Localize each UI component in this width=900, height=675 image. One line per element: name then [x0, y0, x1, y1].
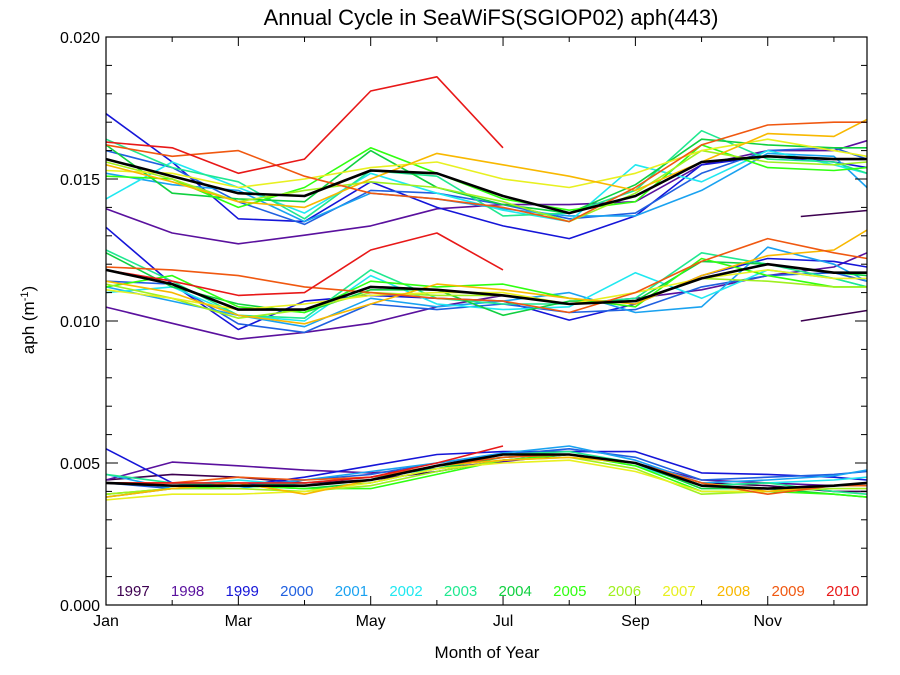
series-1997 — [105, 209, 868, 493]
series-line-2010-2 — [106, 445, 504, 484]
legend-item-2006: 2006 — [608, 583, 641, 600]
x-tick-label: Jan — [93, 613, 119, 630]
series-line-2005-1 — [105, 257, 867, 314]
y-tick-label: 0.005 — [60, 456, 100, 473]
y-tick-label: 0.015 — [60, 172, 100, 189]
legend-item-2000: 2000 — [280, 583, 313, 600]
series-line-1997-1 — [800, 309, 868, 322]
legend-item-2003: 2003 — [444, 583, 477, 600]
series-2009 — [105, 121, 868, 496]
series-layer — [105, 76, 868, 501]
series-line-2009-1 — [105, 237, 868, 314]
series-line-2010-0 — [105, 76, 504, 175]
legend-item-2001: 2001 — [335, 583, 368, 600]
x-tick-label: May — [356, 613, 386, 630]
legend-item-1997: 1997 — [116, 583, 149, 600]
series-line-2001-0 — [105, 152, 868, 223]
chart-title: Annual Cycle in SeaWiFS(SGIOP02) aph(443… — [264, 5, 719, 30]
legend-item-2008: 2008 — [717, 583, 750, 600]
series-line-2010-1 — [105, 232, 504, 297]
y-axis-label-sup: -1 — [19, 291, 31, 301]
ticks-layer: Jan Mar May Jul Sep Nov 0.000 0.005 0.010 0.015 0.… — [60, 30, 867, 630]
y-axis-label-main: aph (m — [19, 301, 38, 354]
series-line-2005-0 — [105, 144, 868, 211]
x-axis-label: Month of Year — [435, 643, 540, 662]
legend-item-2007: 2007 — [662, 583, 695, 600]
series-2010 — [105, 76, 504, 484]
y-axis-label: aph (m-1) — [19, 286, 38, 354]
x-tick-label: Mar — [225, 613, 253, 630]
y-tick-label: 0.000 — [60, 598, 100, 615]
series-line-2008-0 — [105, 118, 868, 209]
series-line-2008-1 — [105, 229, 868, 325]
y-tick-label: 0.010 — [60, 314, 100, 331]
x-tick-label: Jul — [493, 613, 513, 630]
series-line-2001-1 — [105, 246, 868, 328]
series-line-mean-0 — [105, 155, 867, 215]
series-line-2004-0 — [105, 138, 867, 214]
series-line-mean-1 — [105, 262, 867, 311]
legend-item-2009: 2009 — [772, 583, 805, 600]
legend-item-1999: 1999 — [226, 583, 259, 600]
series-line-1997-0 — [800, 209, 868, 218]
x-tick-label: Sep — [621, 613, 650, 630]
legend-item-1998: 1998 — [171, 583, 204, 600]
legend-item-2010: 2010 — [826, 583, 859, 600]
series-line-mean-2 — [105, 453, 868, 490]
y-tick-label: 0.020 — [60, 30, 100, 47]
legend-item-2002: 2002 — [389, 583, 422, 600]
series-mean — [105, 155, 868, 490]
x-tick-label: Nov — [754, 613, 782, 630]
series-line-2003-0 — [105, 129, 868, 220]
series-line-2007-0 — [105, 138, 868, 189]
series-line-2009-2 — [106, 453, 867, 496]
plot-frame — [105, 36, 868, 606]
y-axis-label-close: ) — [19, 286, 38, 292]
legend-item-2004: 2004 — [499, 583, 532, 600]
legend: 1997 1998 1999 2000 2001 2002 2003 2004 2005 2006… — [116, 583, 859, 600]
legend-item-2005: 2005 — [553, 583, 586, 600]
series-line-2009-0 — [105, 121, 867, 223]
series-line-1999-0 — [105, 113, 868, 240]
